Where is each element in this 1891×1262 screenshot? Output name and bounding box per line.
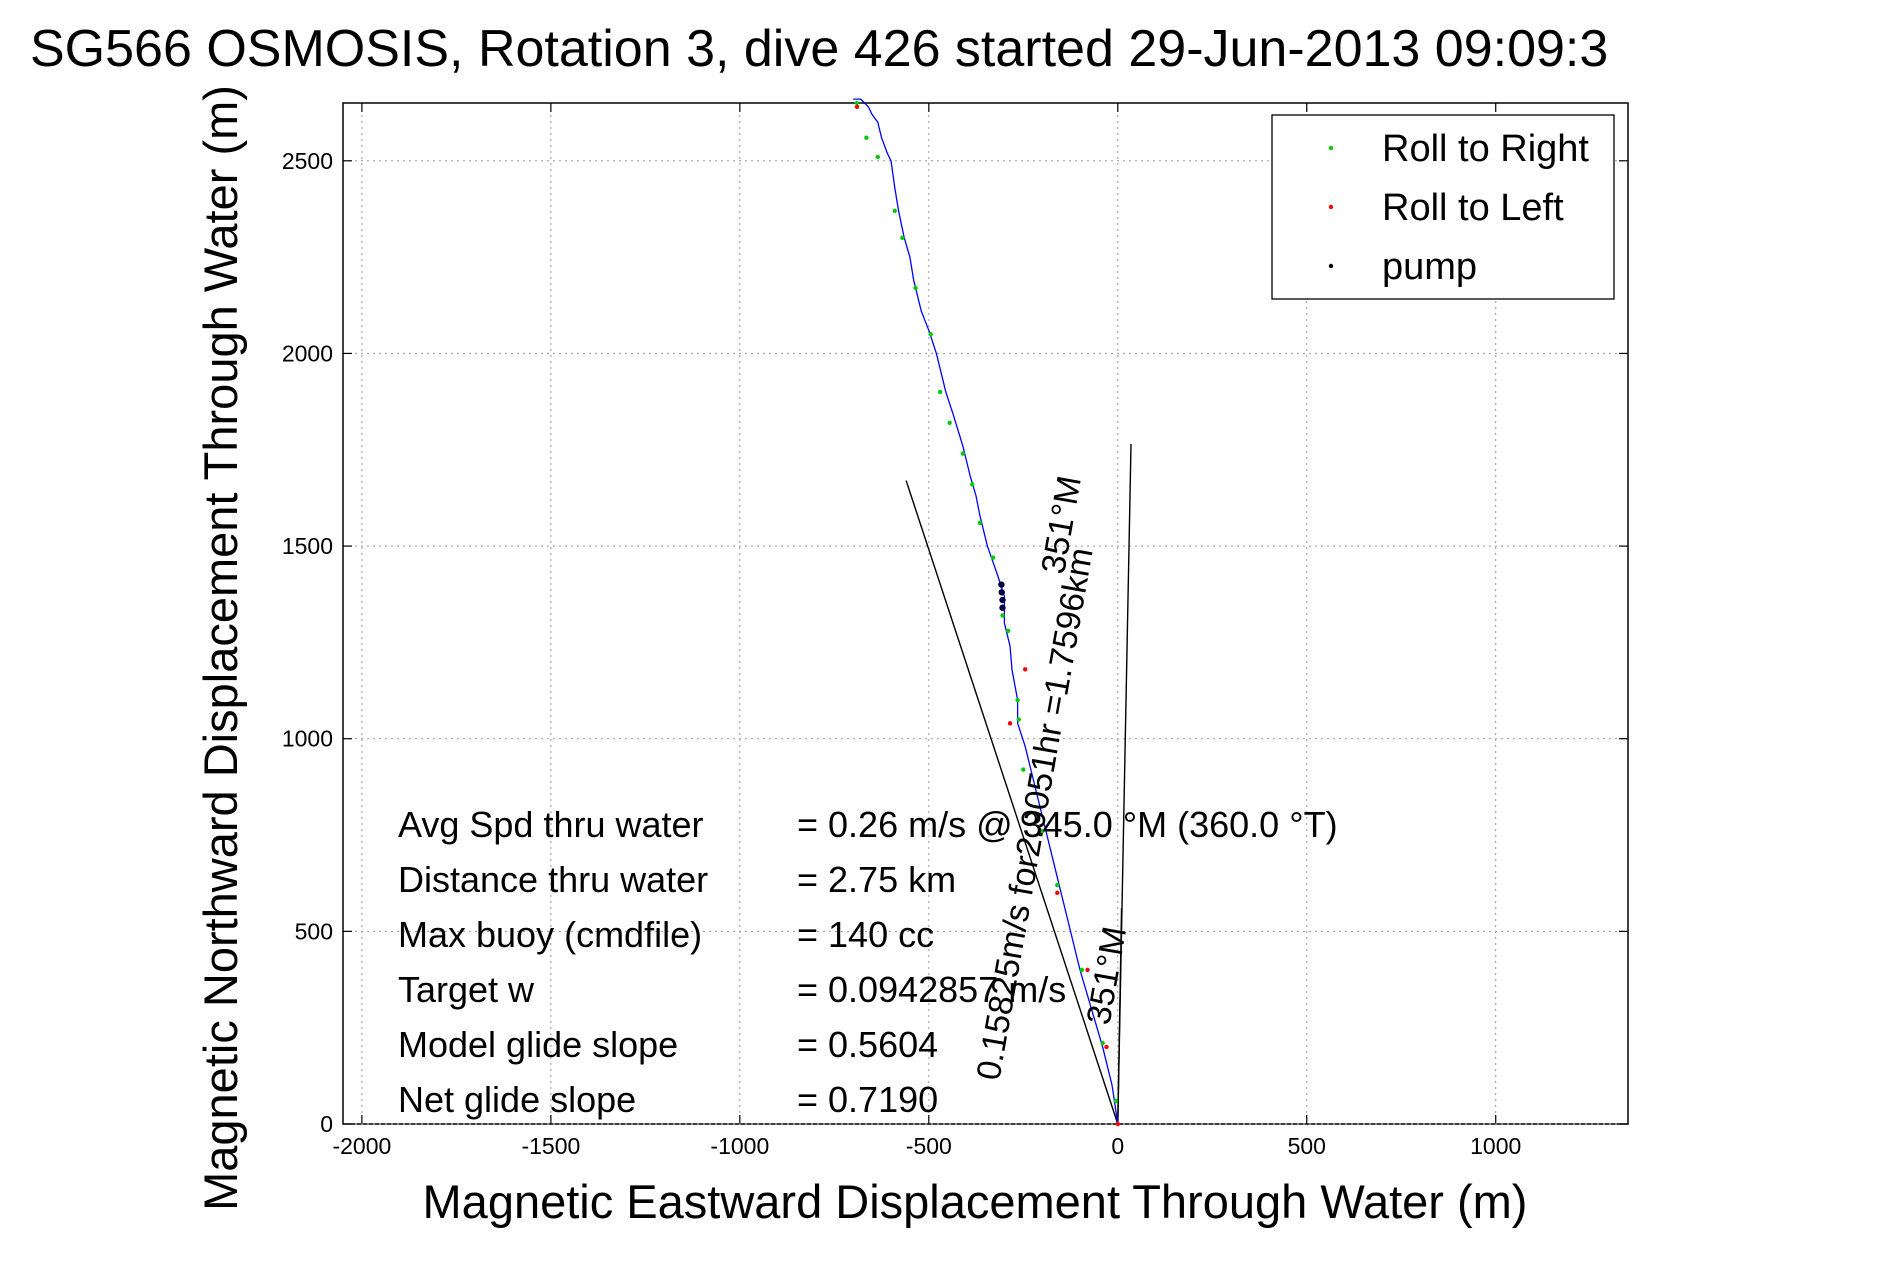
pump-point: [999, 604, 1006, 611]
roll-right-point: [990, 555, 996, 560]
legend: Roll to Right Roll to Left pump: [1271, 114, 1615, 300]
stat-value: = 0.0942857 m/s: [797, 969, 1066, 1010]
y-tick-label: 500: [295, 918, 333, 944]
roll-right-point: [1021, 767, 1026, 772]
roll-right-point: [1079, 967, 1085, 973]
roll-right-point: [1016, 717, 1021, 722]
x-tick-label: -1000: [710, 1133, 769, 1159]
stat-label: Avg Spd thru water: [398, 804, 704, 845]
y-tick-label: 2500: [282, 148, 333, 174]
roll-right-point: [937, 389, 943, 395]
stat-value: = 140 cc: [797, 914, 934, 955]
x-axis-label: Magnetic Eastward Displacement Through W…: [423, 1175, 1528, 1228]
y-tick-label: 0: [320, 1111, 333, 1137]
stat-value: = 0.5604: [797, 1024, 938, 1065]
stat-label: Max buoy (cmdfile): [398, 914, 702, 955]
roll-right-point: [913, 285, 918, 291]
stat-value: = 2.75 km: [797, 859, 956, 900]
y-tick-label: 1500: [282, 533, 333, 559]
legend-marker: [1328, 145, 1334, 151]
stat-label: Net glide slope: [398, 1079, 636, 1120]
roll-right-point: [864, 135, 869, 140]
glider-track-line: [853, 98, 1119, 1125]
roll-left-point: [1085, 967, 1090, 973]
x-tick-label: -2000: [332, 1133, 391, 1159]
pump-point: [998, 589, 1005, 596]
pump-point: [998, 581, 1005, 588]
roll-right-point: [1000, 613, 1005, 618]
x-tick-label: -1500: [521, 1133, 580, 1159]
roll-left-point: [1115, 1121, 1120, 1127]
roll-right-point: [960, 451, 966, 456]
roll-left-point: [854, 104, 860, 110]
roll-right-point: [1113, 1098, 1119, 1104]
legend-marker: [1328, 204, 1334, 210]
y-axis-label: Magnetic Northward Displacement Through …: [194, 85, 247, 1211]
roll-right-point: [854, 100, 860, 106]
legend-label: Roll to Left: [1382, 187, 1564, 229]
heading-line: [905, 480, 1119, 1125]
y-tick-label: 2000: [282, 340, 333, 366]
legend-label: pump: [1382, 246, 1477, 288]
pump-point: [999, 596, 1006, 604]
roll-left-point: [1022, 667, 1028, 672]
x-tick-label: 1000: [1470, 1133, 1521, 1159]
roll-right-point: [900, 235, 905, 241]
roll-right-point: [1039, 828, 1045, 834]
roll-right-point: [892, 208, 897, 214]
stat-label: Distance thru water: [398, 859, 708, 900]
roll-left-point: [1104, 1044, 1109, 1050]
stat-label: Model glide slope: [398, 1024, 678, 1065]
roll-right-point: [1005, 628, 1011, 634]
roll-right-point: [970, 482, 975, 487]
stat-value: = 0.7190: [797, 1079, 938, 1120]
roll-left-point: [1007, 721, 1013, 726]
chart-title: SG566 OSMOSIS, Rotation 3, dive 426 star…: [30, 20, 1608, 78]
roll-right-point: [977, 520, 983, 526]
roll-right-point: [1055, 882, 1060, 888]
plot-area: -2000 -1500 -1000 -500 0 500 1000 0 500 1000 1500 2…: [282, 98, 1629, 1159]
x-tick-label: 500: [1288, 1133, 1326, 1159]
x-tick-label: 0: [1111, 1133, 1124, 1159]
roll-right-point: [947, 420, 952, 425]
roll-left-point: [1055, 890, 1060, 896]
roll-right-point: [875, 154, 880, 160]
y-tick-label: 1000: [282, 726, 333, 752]
x-tick-label: -500: [906, 1133, 952, 1159]
legend-marker: [1328, 263, 1334, 269]
heading-line: [1117, 908, 1123, 1125]
stat-value: = 0.26 m/s @ 345.0 °M (360.0 °T): [797, 804, 1338, 845]
stat-label: Target w: [398, 969, 535, 1010]
legend-label: Roll to Right: [1382, 128, 1589, 170]
roll-right-point: [1100, 1040, 1105, 1046]
roll-right-point: [1015, 697, 1020, 703]
roll-right-point: [928, 331, 933, 337]
